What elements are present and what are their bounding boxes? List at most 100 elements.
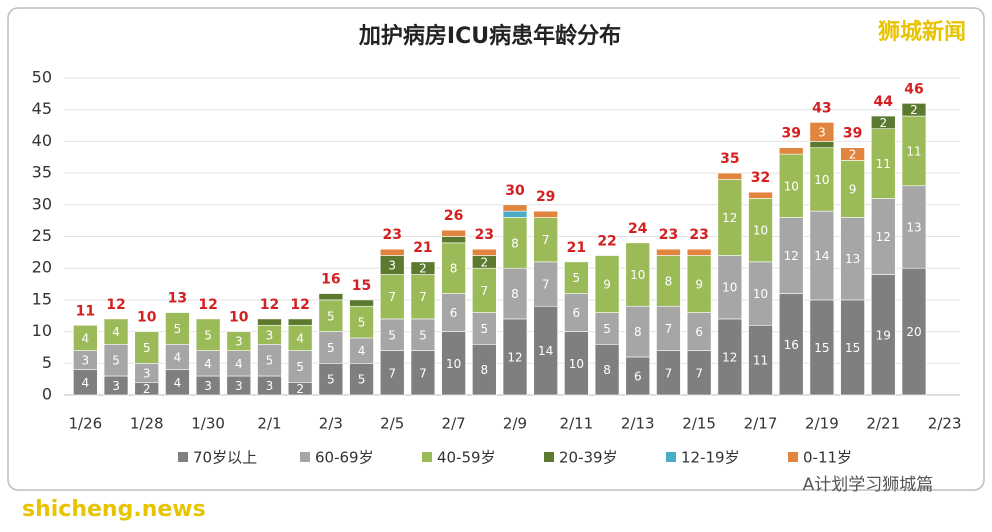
x-tick-label: 2/15 (682, 415, 716, 433)
bar-segment (73, 324, 98, 351)
data-label: 10 (784, 179, 799, 193)
total-label: 23 (659, 227, 678, 243)
legend-swatch (788, 452, 798, 462)
data-label: 11 (753, 354, 768, 368)
legend-label: 20-39岁 (559, 449, 618, 467)
data-label: 2 (480, 255, 488, 269)
watermark: A计划学习狮城篇 (803, 475, 934, 495)
total-label: 23 (475, 227, 494, 243)
total-label: 12 (198, 297, 217, 313)
data-label: 7 (388, 290, 396, 304)
x-tick-label: 2/9 (503, 415, 527, 433)
data-label: 14 (814, 249, 829, 263)
data-label: 6 (634, 369, 642, 383)
total-label: 11 (76, 303, 95, 319)
data-label: 5 (573, 271, 581, 285)
total-label: 43 (812, 100, 831, 116)
x-tick-label: 2/3 (319, 415, 343, 433)
legend-swatch (666, 452, 676, 462)
data-label: 5 (174, 322, 182, 336)
watermark: shicheng.news (22, 497, 206, 522)
x-tick-label: 2/23 (928, 415, 962, 433)
total-label: 39 (843, 126, 862, 142)
data-label: 10 (569, 357, 584, 371)
legend-label: 40-59岁 (437, 449, 496, 467)
data-label: 5 (480, 322, 488, 336)
legend-swatch (422, 452, 432, 462)
data-label: 10 (722, 281, 737, 295)
total-label: 12 (106, 297, 125, 313)
data-label: 9 (603, 278, 611, 292)
legend-swatch (178, 452, 188, 462)
y-tick-label: 20 (32, 258, 52, 277)
data-label: 8 (634, 325, 642, 339)
bar-segment (778, 147, 804, 155)
data-label: 5 (327, 373, 335, 387)
legend-label: 70岁以上 (193, 449, 257, 467)
data-label: 2 (296, 382, 304, 396)
bar-segment (287, 318, 313, 326)
data-label: 2 (879, 116, 887, 130)
data-label: 6 (573, 306, 581, 320)
x-tick-label: 1/30 (191, 415, 225, 433)
total-label: 21 (567, 240, 586, 256)
data-label: 7 (542, 233, 550, 247)
data-label: 4 (174, 350, 182, 364)
bar-segment (134, 331, 159, 364)
data-label: 12 (784, 249, 799, 263)
bar-segment (349, 299, 374, 307)
bar-segment (226, 331, 252, 351)
data-label: 10 (630, 268, 645, 282)
data-label: 5 (388, 328, 396, 342)
data-label: 9 (849, 182, 857, 196)
data-label: 5 (419, 328, 427, 342)
bar-segment (318, 293, 344, 301)
data-label: 7 (665, 366, 673, 380)
data-label: 5 (296, 360, 304, 374)
bar-segment (840, 147, 865, 161)
bar-segment (165, 312, 190, 345)
data-label: 4 (235, 357, 243, 371)
x-tick-label: 2/13 (621, 415, 655, 433)
bar-segment (656, 248, 681, 256)
total-label: 22 (597, 234, 616, 250)
data-label: 8 (480, 363, 488, 377)
data-label: 3 (82, 354, 90, 368)
legend-label: 60-69岁 (315, 449, 374, 467)
bar-segment (410, 261, 436, 275)
bar-segment (625, 242, 651, 307)
data-label: 3 (266, 328, 274, 342)
data-label: 5 (327, 309, 335, 323)
total-label: 24 (628, 221, 648, 237)
data-label: 9 (695, 278, 703, 292)
x-tick-label: 1/28 (130, 415, 164, 433)
data-label: 11 (876, 157, 891, 171)
data-label: 3 (235, 379, 243, 393)
data-label: 7 (419, 366, 427, 380)
total-label: 16 (321, 272, 340, 288)
data-label: 3 (143, 366, 151, 380)
total-label: 10 (229, 310, 249, 326)
bar-segment (809, 141, 835, 149)
bar-segment (717, 172, 743, 180)
data-label: 13 (845, 252, 860, 266)
data-label: 5 (603, 322, 611, 336)
data-label: 10 (753, 224, 768, 238)
y-tick-label: 35 (32, 163, 52, 182)
bar-segment (748, 191, 773, 199)
total-label: 23 (382, 227, 401, 243)
data-label: 2 (910, 103, 918, 117)
data-label: 4 (82, 331, 90, 345)
bar-segment (533, 210, 558, 218)
data-label: 14 (538, 344, 553, 358)
data-label: 4 (358, 344, 366, 358)
y-tick-label: 40 (32, 131, 52, 150)
data-label: 13 (906, 220, 921, 234)
data-label: 11 (906, 144, 921, 158)
y-tick-label: 0 (42, 385, 52, 404)
data-label: 8 (450, 262, 458, 276)
bar-segment (502, 204, 528, 212)
bar-segment (441, 236, 466, 244)
x-tick-label: 2/17 (744, 415, 778, 433)
bar-segment (472, 248, 497, 256)
